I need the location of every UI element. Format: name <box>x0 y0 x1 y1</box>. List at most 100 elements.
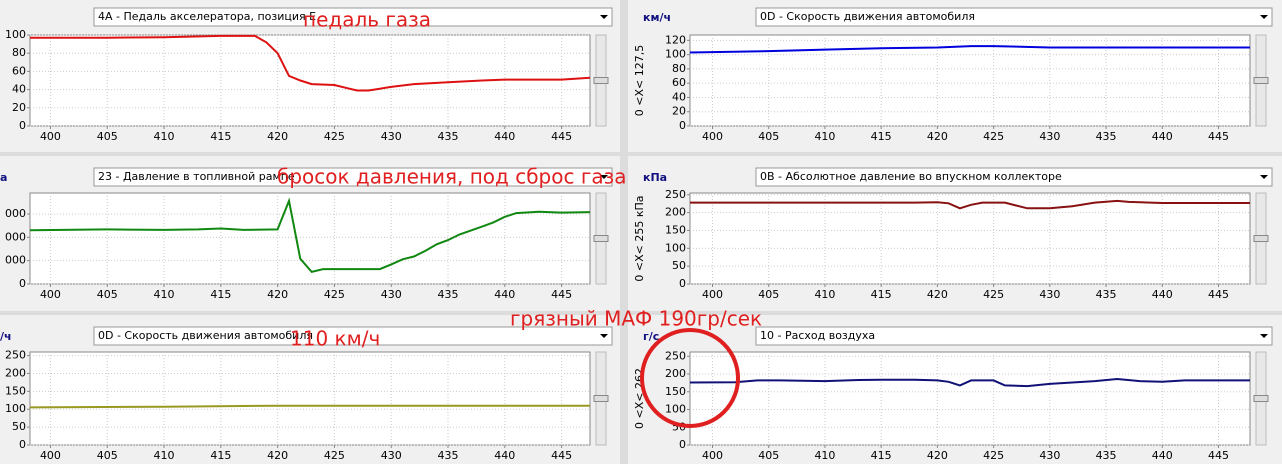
x-tick-label: 400 <box>40 288 61 301</box>
y-tick-label: 80 <box>672 62 686 75</box>
x-tick-label: 425 <box>324 449 345 462</box>
slider-thumb <box>1253 395 1269 402</box>
x-tick-label: 440 <box>1152 288 1173 301</box>
slider-thumb <box>1253 235 1269 242</box>
data-line <box>689 377 1250 388</box>
y-tick-label: 20 <box>672 105 686 118</box>
units-label: а <box>0 171 7 184</box>
x-tick-label: 415 <box>210 449 231 462</box>
parameter-dropdown[interactable]: 0D - Скорость движения автомобиля <box>755 7 1273 27</box>
x-tick-label: 440 <box>494 288 515 301</box>
dropdown-text: 10 - Расход воздуха <box>760 329 875 342</box>
x-tick-label: 425 <box>983 449 1004 462</box>
plot-area <box>689 351 1251 446</box>
x-tick-label: 405 <box>758 130 779 143</box>
x-tick-label: 440 <box>494 130 515 143</box>
x-tick-label: 435 <box>438 130 459 143</box>
data-line <box>30 34 591 92</box>
x-tick-label: 405 <box>758 288 779 301</box>
dropdown-arrow <box>600 175 608 179</box>
y-tick-label: 0 <box>19 277 26 290</box>
y-tick-label: 250 <box>5 349 26 362</box>
x-tick-label: 445 <box>1208 449 1229 462</box>
x-tick-label: 405 <box>758 449 779 462</box>
x-tick-label: 400 <box>702 130 723 143</box>
dropdown-arrow <box>1260 334 1268 338</box>
parameter-dropdown[interactable]: 0D - Скорость движения автомобиля <box>93 326 613 346</box>
data-line <box>690 199 1250 210</box>
row-divider <box>0 152 1282 156</box>
dropdown-box <box>755 326 1273 346</box>
x-tick-label: 410 <box>814 449 835 462</box>
y-tick-label: 60 <box>12 64 26 77</box>
y-tick-label: 80 <box>12 46 26 59</box>
parameter-dropdown[interactable]: 10 - Расход воздуха <box>755 326 1273 346</box>
x-tick-label: 445 <box>551 130 572 143</box>
y-tick-label: 000 <box>5 254 26 267</box>
x-tick-label: 445 <box>1208 288 1229 301</box>
y-tick-label: 0 <box>19 438 26 451</box>
data-line <box>689 45 1250 54</box>
dropdown-text: 23 - Давление в топливной рампе <box>98 170 295 183</box>
y-tick-label: 0 <box>679 277 686 290</box>
plot-area <box>689 34 1251 127</box>
x-tick-label: 405 <box>97 288 118 301</box>
units-label: г/с <box>643 330 659 343</box>
x-tick-label: 430 <box>381 130 402 143</box>
x-tick-label: 440 <box>1152 130 1173 143</box>
y-tick-label: 250 <box>665 188 686 201</box>
x-tick-label: 410 <box>154 449 175 462</box>
x-tick-label: 420 <box>927 288 948 301</box>
x-tick-label: 415 <box>871 288 892 301</box>
x-tick-label: 415 <box>871 449 892 462</box>
slider-thumb <box>593 235 609 242</box>
x-tick-label: 400 <box>702 288 723 301</box>
x-tick-label: 435 <box>1096 130 1117 143</box>
dropdown-arrow <box>1260 175 1268 179</box>
x-tick-label: 415 <box>871 130 892 143</box>
y-tick-label: 100 <box>665 403 686 416</box>
x-tick-label: 400 <box>40 130 61 143</box>
annotation: педаль газа <box>303 8 431 32</box>
x-tick-label: 430 <box>1039 130 1060 143</box>
dropdown-box <box>93 7 613 27</box>
x-tick-label: 410 <box>154 288 175 301</box>
x-tick-label: 400 <box>40 449 61 462</box>
y-tick-label: 60 <box>672 76 686 89</box>
x-tick-label: 410 <box>814 288 835 301</box>
x-tick-label: 420 <box>267 130 288 143</box>
y-tick-label: 250 <box>665 349 686 362</box>
dropdown-box <box>755 7 1273 27</box>
y-tick-label: 40 <box>12 83 26 96</box>
x-tick-label: 445 <box>551 449 572 462</box>
y-tick-label: 150 <box>665 385 686 398</box>
x-tick-label: 425 <box>324 288 345 301</box>
data-line <box>29 197 591 274</box>
x-tick-label: 405 <box>97 130 118 143</box>
x-tick-label: 435 <box>438 449 459 462</box>
slider-thumb <box>593 395 609 402</box>
y-tick-label: 0 <box>19 119 26 132</box>
y-tick-label: 000 <box>5 230 26 243</box>
x-tick-label: 415 <box>210 130 231 143</box>
y-tick-label: 100 <box>665 48 686 61</box>
y-tick-label: 20 <box>12 101 26 114</box>
annotation: грязный МАФ 190гр/сек <box>510 307 762 331</box>
dropdown-text: 0B - Абсолютное давление во впускном кол… <box>760 170 1062 183</box>
x-tick-label: 415 <box>210 288 231 301</box>
y-tick-label: 120 <box>665 33 686 46</box>
plot-area <box>689 192 1251 285</box>
parameter-dropdown[interactable]: 23 - Давление в топливной рампе <box>93 167 613 187</box>
x-tick-label: 420 <box>267 288 288 301</box>
annotation: 110 км/ч <box>290 327 380 351</box>
column-divider <box>620 0 628 464</box>
y-tick-label: 200 <box>5 366 26 379</box>
y-tick-label: 200 <box>665 206 686 219</box>
x-tick-label: 425 <box>983 288 1004 301</box>
y-tick-label: 200 <box>665 367 686 380</box>
slider-thumb <box>1253 77 1269 84</box>
parameter-dropdown[interactable]: 4A - Педаль акселератора, позиция E <box>93 7 613 27</box>
parameter-dropdown[interactable]: 0B - Абсолютное давление во впускном кол… <box>755 167 1273 187</box>
